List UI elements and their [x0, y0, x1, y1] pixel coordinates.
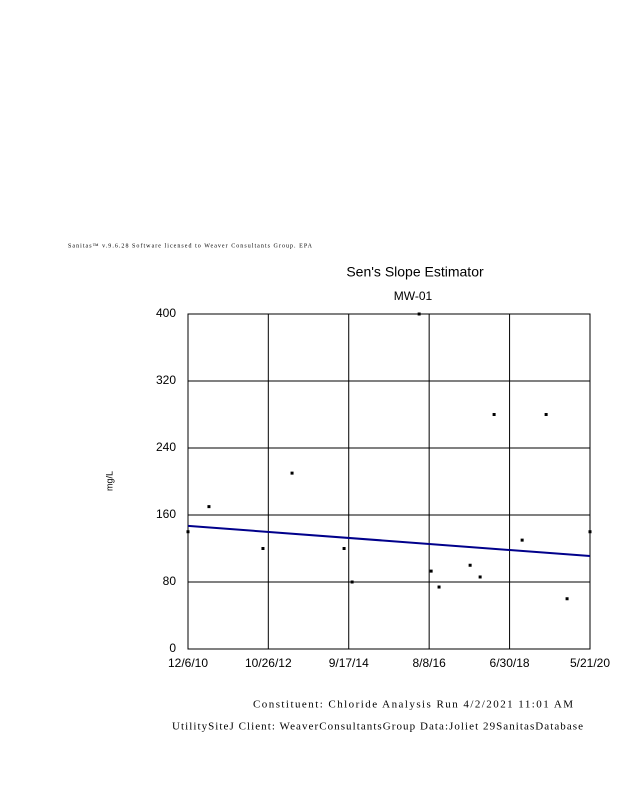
header: Sanitas™ v.9.6.28 Software licensed to W… [68, 242, 313, 249]
x-tick-label: 6/30/18 [490, 656, 530, 670]
data-point [186, 530, 190, 534]
data-point [350, 580, 354, 584]
x-tick-label: 9/17/14 [329, 656, 369, 670]
x-tick-label: 8/8/16 [412, 656, 446, 670]
data-point [417, 312, 421, 316]
data-point [437, 585, 441, 589]
trend-line [187, 524, 591, 558]
y-tick-label: 0 [169, 641, 176, 655]
footer-line: Constituent: Chloride Analysis Run 4/2/2… [253, 699, 573, 711]
y-tick-label: 80 [163, 574, 177, 588]
data-point [342, 547, 346, 550]
data-point [290, 471, 294, 475]
chart-subtitle: MW-01 [394, 289, 433, 303]
x-tick-label: 12/6/10 [168, 656, 208, 670]
data-point [468, 563, 472, 567]
data-point [429, 569, 433, 573]
data-point [588, 530, 592, 534]
y-tick-label: 400 [156, 306, 176, 320]
y-tick-label: 160 [156, 507, 176, 521]
data-point [207, 505, 211, 509]
plot-frame [187, 313, 591, 650]
y-tick-label: 240 [156, 440, 176, 454]
data-point [478, 575, 482, 579]
data-point [492, 413, 496, 416]
data-point [261, 547, 265, 550]
chart-title: Sen's Slope Estimator [346, 264, 484, 280]
footer-line: UtilitySiteJ Client: WeaverConsultantsGr… [172, 721, 583, 733]
data-point [520, 538, 524, 542]
x-tick-label: 5/21/20 [570, 656, 610, 670]
y-axis-label: mg/L [104, 471, 114, 491]
data-point [565, 597, 569, 601]
data-point [544, 413, 548, 416]
y-tick-label: 320 [156, 373, 176, 387]
x-tick-label: 10/26/12 [245, 656, 292, 670]
